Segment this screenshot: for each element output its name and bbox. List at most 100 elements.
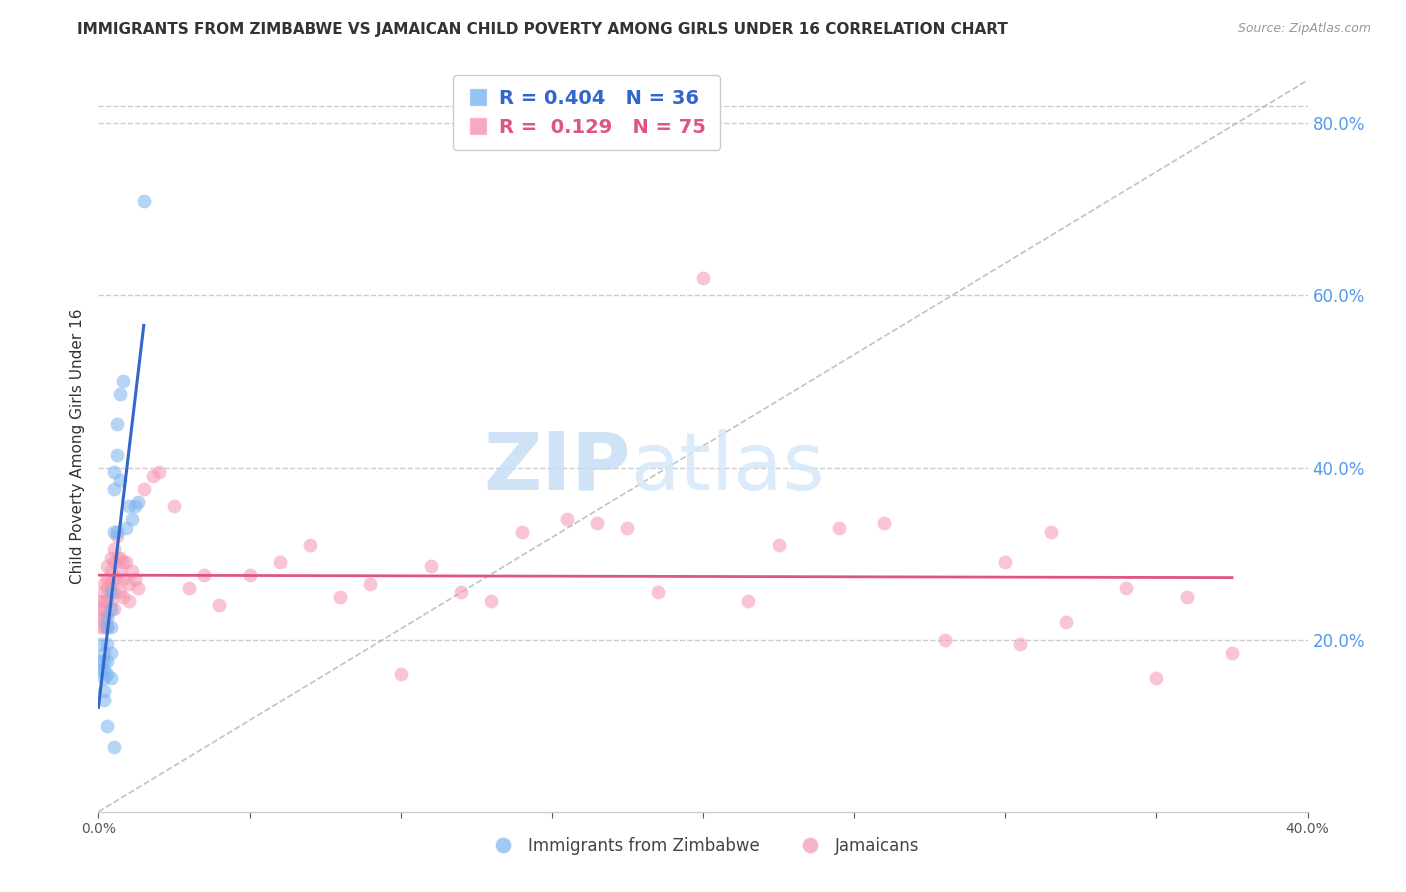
Point [299, 538, 322, 552]
Point [96, 559, 118, 574]
Point [118, 594, 141, 608]
Point [93, 602, 115, 616]
Point [93, 646, 115, 660]
Point [105, 524, 128, 539]
Point [616, 521, 638, 535]
Point [737, 594, 759, 608]
Point [208, 598, 231, 612]
Point [1039, 524, 1062, 539]
Point [103, 740, 125, 755]
Point [124, 573, 146, 587]
Point [105, 529, 128, 543]
Point [90, 620, 112, 634]
Point [100, 576, 122, 591]
Point [103, 602, 125, 616]
Point [481, 594, 503, 608]
Point [103, 573, 125, 587]
Point [1220, 646, 1243, 660]
Point [93, 576, 115, 591]
Point [873, 516, 896, 531]
Point [108, 585, 131, 599]
Point [103, 524, 125, 539]
Point [111, 573, 134, 587]
Point [329, 590, 352, 604]
Point [108, 387, 131, 401]
Point [108, 564, 131, 578]
Point [1144, 671, 1167, 685]
Point [118, 576, 141, 591]
Point [111, 590, 134, 604]
Point [100, 620, 122, 634]
Point [1054, 615, 1077, 630]
Y-axis label: Child Poverty Among Girls Under 16: Child Poverty Among Girls Under 16 [69, 309, 84, 583]
Point [111, 555, 134, 569]
Point [934, 632, 956, 647]
Point [114, 521, 136, 535]
Point [1010, 637, 1032, 651]
Point [127, 581, 149, 595]
Point [555, 512, 578, 526]
Point [121, 564, 143, 578]
Point [163, 500, 186, 514]
Point [132, 194, 155, 208]
Point [142, 469, 165, 483]
Point [692, 271, 714, 285]
Point [100, 594, 122, 608]
Point [111, 375, 134, 389]
Point [100, 671, 122, 685]
Point [121, 512, 143, 526]
Point [148, 465, 170, 479]
Point [96, 607, 118, 621]
Point [420, 559, 443, 574]
Point [103, 585, 125, 599]
Point [100, 550, 122, 565]
Point [96, 637, 118, 651]
Point [93, 663, 115, 677]
Point [114, 555, 136, 569]
Point [127, 495, 149, 509]
Text: Source: ZipAtlas.com: Source: ZipAtlas.com [1237, 22, 1371, 36]
Point [108, 474, 131, 488]
Point [93, 594, 115, 608]
Point [105, 417, 128, 432]
Point [90, 611, 112, 625]
Legend: Immigrants from Zimbabwe, Jamaicans: Immigrants from Zimbabwe, Jamaicans [479, 830, 927, 862]
Point [1115, 581, 1137, 595]
Point [103, 465, 125, 479]
Point [96, 654, 118, 668]
Point [96, 667, 118, 681]
Point [105, 573, 128, 587]
Point [105, 448, 128, 462]
Point [100, 602, 122, 616]
Point [105, 550, 128, 565]
Point [360, 576, 382, 591]
Text: atlas: atlas [630, 429, 825, 507]
Point [510, 524, 533, 539]
Point [193, 568, 215, 582]
Point [103, 542, 125, 557]
Point [96, 581, 118, 595]
Point [1175, 590, 1198, 604]
Point [132, 482, 155, 496]
Point [96, 594, 118, 608]
Point [586, 516, 609, 531]
Point [93, 611, 115, 625]
Point [90, 654, 112, 668]
Point [96, 620, 118, 634]
Point [118, 500, 141, 514]
Point [93, 585, 115, 599]
Point [90, 663, 112, 677]
Point [103, 555, 125, 569]
Point [93, 620, 115, 634]
Point [768, 538, 790, 552]
Point [96, 620, 118, 634]
Point [90, 602, 112, 616]
Point [994, 555, 1017, 569]
Point [179, 581, 201, 595]
Point [93, 654, 115, 668]
Point [96, 573, 118, 587]
Point [828, 521, 851, 535]
Point [450, 585, 472, 599]
Text: ZIP: ZIP [484, 429, 630, 507]
Point [100, 585, 122, 599]
